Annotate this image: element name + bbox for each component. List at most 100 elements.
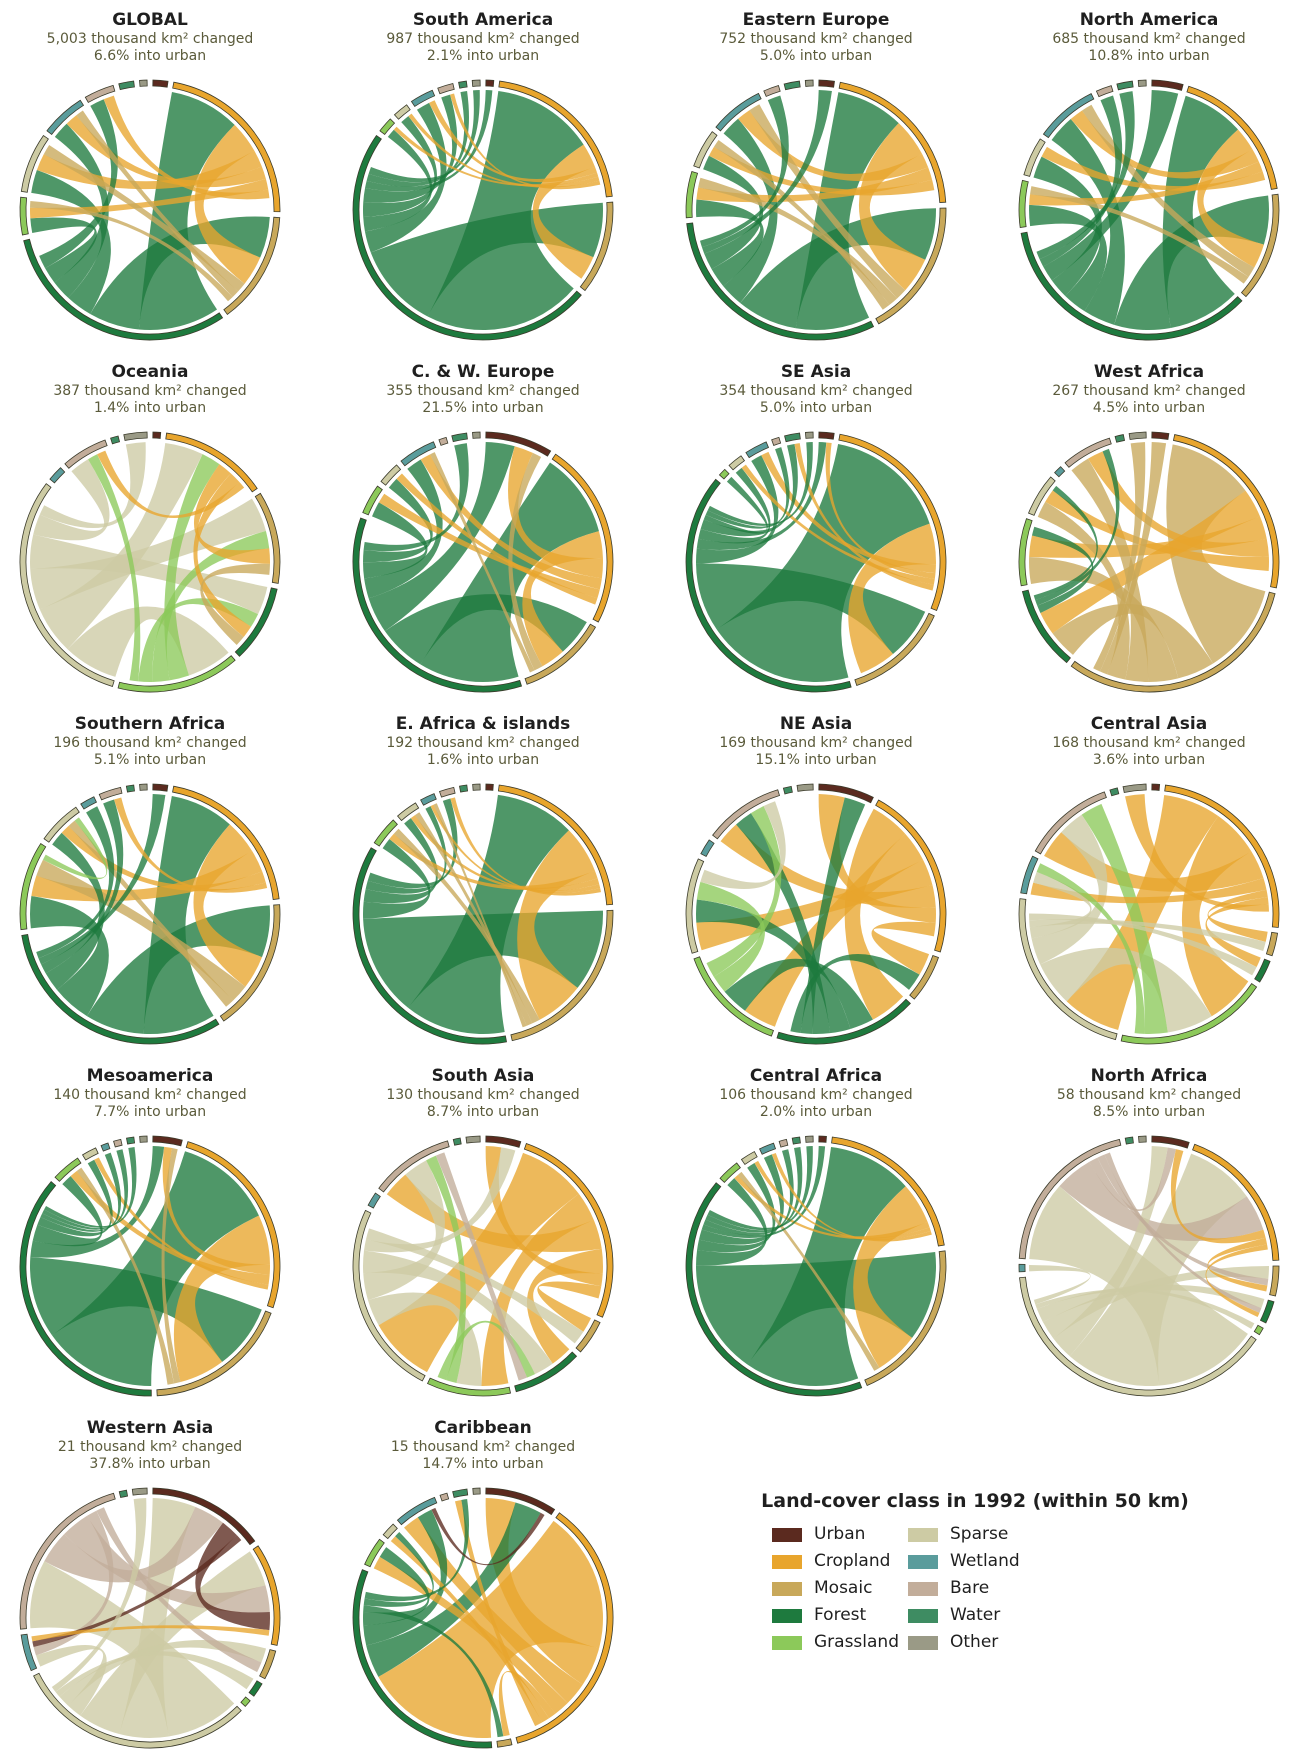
arc-sparse: [33, 1672, 242, 1749]
ribbon-mosaic-forest: [1052, 603, 1214, 679]
arc-cropland: [1192, 1143, 1280, 1261]
ribbon-forest-wetland: [364, 102, 447, 253]
ribbon-cropland-forest: [1040, 490, 1260, 634]
arc-cropland: [1164, 784, 1280, 928]
ribbons: [363, 442, 603, 682]
arc-bare: [98, 786, 123, 801]
arc-sparse: [81, 1147, 99, 1161]
arc-cropland: [523, 1142, 614, 1318]
arc-sparse: [380, 464, 402, 486]
ribbon-forest-urban: [701, 1146, 826, 1239]
panel-subtitle-changed: 15 thousand km² changed: [390, 1439, 576, 1455]
ribbon-forest-bare: [705, 447, 790, 529]
panel-subtitle-urban: 1.4% into urban: [93, 400, 207, 416]
arc-sparse: [1018, 898, 1118, 1041]
arc-water: [459, 784, 469, 793]
legend-swatch-grassland: [772, 1636, 802, 1650]
arc-water: [110, 435, 121, 445]
arc-cropland: [172, 785, 280, 900]
arc-wetland: [715, 92, 762, 132]
arc-bare: [778, 1138, 789, 1148]
ribbon-mosaic-urban: [161, 1148, 181, 1384]
ribbon-grassland-wetland: [1036, 863, 1145, 1034]
ribbon-sparse-mosaic: [30, 498, 266, 610]
ribbon-forest-grassland: [696, 199, 764, 287]
ribbon-forest-urban: [696, 442, 827, 550]
ribbon-forest-sparse: [363, 1532, 434, 1607]
arc-forest: [352, 847, 507, 1045]
ribbon-cropland-urban: [1170, 1149, 1266, 1244]
ribbon-cropland-urban: [508, 446, 603, 579]
arc-sparse: [728, 455, 746, 471]
ribbon-sparse-forest: [363, 1250, 553, 1375]
arc-sparse: [393, 104, 411, 120]
ribbon-sparse-wetland: [35, 1645, 107, 1716]
ribbon-forest-sparse: [1033, 485, 1098, 601]
chord-panel: South Asia 130 thousand km² changed 8.7% i…: [333, 1056, 633, 1406]
arc-bare: [771, 436, 782, 446]
ribbon-mosaic-grassland: [393, 828, 540, 1024]
chord-diagram: [1018, 431, 1280, 693]
arc-bare: [1018, 1138, 1122, 1260]
panel-title: Southern Africa: [74, 714, 226, 734]
arc-grassland: [364, 1538, 385, 1568]
ribbon-cropland-bare: [1088, 451, 1269, 557]
arc-mosaic: [579, 201, 614, 292]
ribbon-forest-mosaic: [86, 905, 270, 1034]
ribbon-cropland-mosaic: [1197, 129, 1264, 268]
arc-cropland: [252, 1545, 281, 1646]
ribbon-mosaic-grassland: [36, 859, 246, 1001]
panel-subtitle-urban: 5.0% into urban: [759, 400, 873, 416]
ribbon-cropland-sparse: [1045, 490, 1269, 571]
ribbon-cropland-mosaic: [1207, 1237, 1268, 1292]
arc-bare: [437, 83, 455, 95]
panel-subtitle-changed: 106 thousand km² changed: [719, 1087, 913, 1103]
arc-sparse: [693, 131, 718, 169]
arc-water: [452, 1488, 469, 1498]
legend-label: Mosaic: [814, 1578, 873, 1598]
ribbon-grassland-bare: [426, 1155, 467, 1384]
ribbon-forest-sparse: [1033, 156, 1102, 296]
panel-subtitle-urban: 21.5% into urban: [422, 400, 544, 416]
arc-cropland: [838, 433, 947, 612]
arc-mosaic: [864, 1250, 947, 1387]
arc-forest: [352, 1569, 493, 1749]
ribbon-cropland-sparse: [390, 1536, 549, 1723]
ribbon-bare-mosaic: [96, 1507, 262, 1673]
arc-water: [452, 1137, 462, 1146]
legend-label: Wetland: [950, 1551, 1020, 1571]
legend-label: Bare: [950, 1578, 990, 1598]
chord-diagram: [1018, 1135, 1280, 1397]
ribbon-forest-grassland: [363, 1547, 430, 1626]
arc-water: [126, 1136, 136, 1145]
panel-title: Mesoamerica: [86, 1066, 214, 1086]
panel-subtitle-changed: 130 thousand km² changed: [386, 1087, 580, 1103]
arc-grassland: [1120, 983, 1258, 1045]
legend-label: Other: [950, 1632, 999, 1652]
ribbon-forest-sparse: [696, 899, 851, 1034]
arc-mosaic: [1269, 1265, 1280, 1297]
ribbons: [696, 794, 936, 1034]
ribbon-cropland-mosaic: [853, 1186, 928, 1368]
panel-subtitle-changed: 169 thousand km² changed: [719, 735, 913, 751]
panel-subtitle-urban: 6.6% into urban: [93, 48, 207, 64]
arc-mosaic: [510, 909, 614, 1042]
arc-sparse: [1023, 138, 1046, 177]
ribbon-cropland-urban: [818, 794, 936, 923]
arc-forest: [686, 222, 875, 341]
chord-panel: West Africa 267 thousand km² changed 4.5% …: [999, 352, 1299, 702]
ribbon-bare-urban: [1089, 1147, 1176, 1211]
arc-bare: [1064, 437, 1112, 468]
arc-urban: [818, 1135, 827, 1143]
chord-diagram: [1018, 783, 1280, 1045]
panel-title: Eastern Europe: [742, 10, 890, 30]
ribbon-mosaic-urban: [1100, 442, 1167, 675]
arc-bare: [438, 786, 456, 798]
ribbon-forest-sparse: [31, 169, 111, 315]
arc-other: [796, 783, 814, 792]
ribbon-forest-water: [366, 91, 469, 187]
arc-sparse: [43, 806, 80, 843]
arc-grassland: [719, 1162, 741, 1183]
arc-grassland: [54, 1157, 82, 1182]
arc-grassland: [1018, 518, 1033, 587]
